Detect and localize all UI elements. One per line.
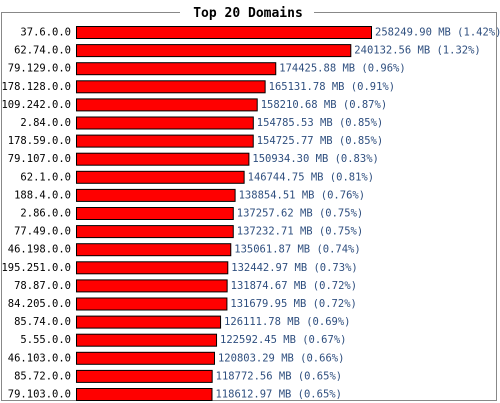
bar [76, 388, 213, 401]
bar [76, 225, 234, 239]
value-label: 174425.88 MB (0.96%) [279, 63, 405, 75]
bar [76, 116, 254, 130]
category-label: 77.49.0.0 [14, 226, 71, 238]
bar [76, 315, 222, 329]
value-label: 240132.56 MB (1.32%) [354, 45, 480, 57]
bar [76, 134, 254, 148]
bar [76, 207, 234, 220]
bar [76, 44, 352, 58]
value-label: 131679.95 MB (0.72%) [230, 298, 356, 310]
bar [76, 351, 215, 365]
value-label: 154785.53 MB (0.85%) [257, 117, 383, 129]
bar [76, 297, 228, 311]
bar [76, 333, 218, 347]
category-label: 109.242.0.0 [1, 99, 71, 111]
value-label: 118772.56 MB (0.65%) [216, 370, 342, 382]
category-label: 46.198.0.0 [8, 244, 71, 256]
bar [76, 98, 258, 112]
bar [76, 243, 232, 257]
bar [76, 80, 266, 94]
category-label: 79.103.0.0 [8, 389, 71, 401]
value-label: 135061.87 MB (0.74%) [234, 244, 360, 256]
category-label: 79.129.0.0 [8, 63, 71, 75]
bar [76, 26, 372, 39]
value-label: 137232.71 MB (0.75%) [237, 226, 363, 238]
category-label: 84.205.0.0 [8, 298, 71, 310]
value-label: 165131.78 MB (0.91%) [269, 81, 395, 93]
value-label: 138854.51 MB (0.76%) [239, 189, 365, 201]
category-label: 78.87.0.0 [14, 280, 71, 292]
title-background [180, 3, 314, 21]
category-label: 62.74.0.0 [14, 45, 71, 57]
category-label: 178.59.0.0 [8, 135, 71, 147]
category-label: 2.84.0.0 [20, 117, 71, 129]
bar [76, 261, 229, 275]
value-label: 154725.77 MB (0.85%) [257, 135, 383, 147]
category-label: 46.103.0.0 [8, 352, 71, 364]
chart-title: Top 20 Domains [193, 6, 303, 21]
category-label: 188.4.0.0 [14, 189, 71, 201]
category-label: 2.86.0.0 [20, 208, 71, 220]
value-label: 137257.62 MB (0.75%) [237, 208, 363, 220]
category-label: 85.72.0.0 [14, 370, 71, 382]
bar [76, 170, 245, 184]
category-label: 178.128.0.0 [1, 81, 71, 93]
bar [76, 188, 236, 202]
value-label: 118612.97 MB (0.65%) [215, 389, 341, 401]
category-label: 62.1.0.0 [20, 171, 71, 183]
bar-rows: 37.6.0.0 258249.90 MB (1.42%) 62.74.0.0 240… [1, 26, 500, 401]
value-label: 150934.30 MB (0.83%) [252, 153, 378, 165]
value-label: 131874.67 MB (0.72%) [231, 280, 357, 292]
category-label: 37.6.0.0 [20, 27, 71, 39]
value-label: 120803.29 MB (0.66%) [218, 352, 344, 364]
bar [76, 369, 213, 383]
category-label: 195.251.0.0 [1, 262, 71, 274]
value-label: 122592.45 MB (0.67%) [220, 334, 346, 346]
bar [76, 279, 228, 293]
bar [76, 152, 250, 166]
bar [76, 62, 277, 76]
value-label: 146744.75 MB (0.81%) [248, 171, 374, 183]
category-label: 85.74.0.0 [14, 316, 71, 328]
value-label: 126111.78 MB (0.69%) [224, 316, 350, 328]
category-label: 5.55.0.0 [20, 334, 71, 346]
value-label: 158210.68 MB (0.87%) [261, 99, 387, 111]
value-label: 258249.90 MB (1.42%) [375, 27, 500, 39]
value-label: 132442.97 MB (0.73%) [231, 262, 357, 274]
category-label: 79.107.0.0 [8, 153, 71, 165]
